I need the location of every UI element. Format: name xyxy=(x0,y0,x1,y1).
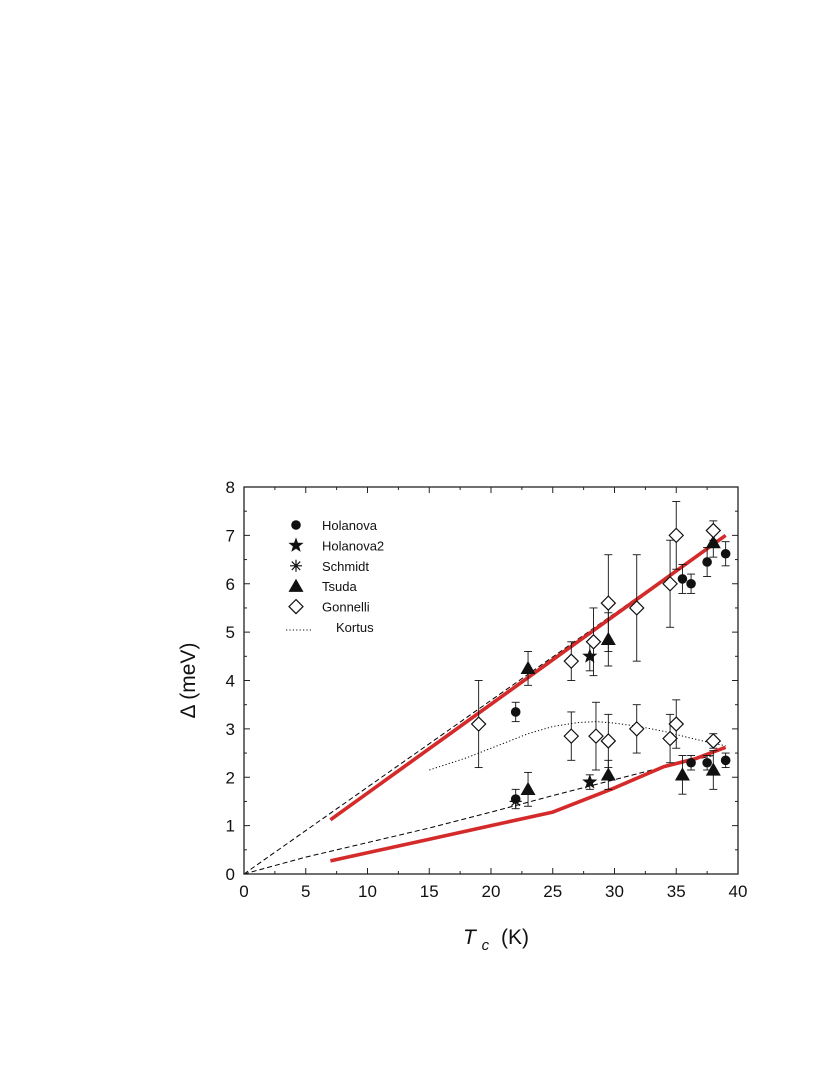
legend-marker xyxy=(288,598,304,615)
data-point-tsuda xyxy=(674,767,690,781)
data-point-gonnelli xyxy=(705,733,722,749)
data-point-holanova xyxy=(686,757,696,768)
series-holanova xyxy=(510,541,731,810)
x-tick-label: 0 xyxy=(239,882,248,901)
data-point-schmidt xyxy=(509,795,522,808)
data-point-gonnelli xyxy=(563,653,580,669)
x-axis-label-unit: (K) xyxy=(501,926,529,949)
x-axis-label: T c (K) xyxy=(463,926,529,955)
y-tick-label: 3 xyxy=(226,720,235,739)
data-point-tsuda xyxy=(520,660,536,675)
data-point-tsuda xyxy=(600,767,616,781)
legend-marker xyxy=(288,537,304,552)
data-point-gonnelli xyxy=(585,633,602,650)
data-point-holanova xyxy=(677,574,688,584)
legend-label: Schmidt xyxy=(322,559,369,574)
y-tick-label: 6 xyxy=(226,575,235,594)
data-point-holanova xyxy=(702,757,712,768)
legend-label: Holanova xyxy=(322,518,378,533)
data-point-holanova xyxy=(686,578,696,589)
x-tick-label: 20 xyxy=(482,882,501,901)
legend-marker xyxy=(291,520,301,530)
data-point-holanova2 xyxy=(582,648,598,663)
plot-area xyxy=(243,501,731,875)
y-tick-label: 4 xyxy=(226,672,235,691)
data-point-tsuda xyxy=(520,781,536,795)
series-gonnelli xyxy=(470,501,722,771)
y-tick-label: 8 xyxy=(226,478,235,497)
data-point-gonnelli xyxy=(563,728,580,744)
data-point-tsuda xyxy=(705,535,721,549)
data-point-gonnelli xyxy=(628,721,645,737)
data-point-holanova xyxy=(720,548,731,559)
data-point-tsuda xyxy=(705,762,721,776)
data-point-gonnelli xyxy=(628,600,645,616)
legend-marker xyxy=(290,559,302,572)
data-point-gonnelli xyxy=(662,575,678,592)
x-tick-label: 35 xyxy=(667,882,686,901)
y-axis-label: Δ (meV) xyxy=(177,643,200,719)
series-schmidt xyxy=(509,795,522,808)
data-point-holanova2 xyxy=(582,774,598,789)
y-tick-label: 5 xyxy=(226,623,235,642)
legend-label: Holanova2 xyxy=(322,538,384,553)
axes: 0 5 10 15 20 25 30 35 40 0 1 2 3 4 5 6 7 8 xyxy=(226,478,748,901)
legend-label: Gonnelli xyxy=(322,600,370,615)
x-tick-label: 10 xyxy=(358,882,377,901)
y-tick-label: 0 xyxy=(226,865,235,884)
data-point-gonnelli xyxy=(705,522,722,539)
legend: Holanova Holanova2 Schmidt Tsuda Gonnelli Kor… xyxy=(286,518,384,635)
plot-frame xyxy=(243,486,739,875)
x-axis-label-sub: c xyxy=(482,937,490,954)
data-point-gonnelli xyxy=(588,728,604,744)
legend-label: Kortus xyxy=(336,620,374,635)
guide-curve xyxy=(243,755,714,875)
y-tick-label: 2 xyxy=(226,768,235,787)
x-axis-label-main: T xyxy=(463,926,478,949)
data-point-holanova xyxy=(510,707,521,717)
x-tick-label: 30 xyxy=(605,882,624,901)
x-tick-label: 15 xyxy=(420,882,439,901)
data-point-gonnelli xyxy=(600,595,617,611)
data-point-holanova xyxy=(702,557,712,567)
x-tick-label: 5 xyxy=(301,882,310,901)
data-point-gonnelli xyxy=(470,716,487,732)
legend-label: Tsuda xyxy=(322,579,357,594)
y-tick-label: 7 xyxy=(226,526,235,545)
data-point-gonnelli xyxy=(600,733,617,749)
x-tick-label: 40 xyxy=(729,882,748,901)
legend-marker xyxy=(288,578,304,592)
y-tick-label: 1 xyxy=(226,817,235,836)
x-tick-label: 25 xyxy=(543,882,562,901)
data-point-gonnelli xyxy=(668,527,685,544)
series-holanova2 xyxy=(582,641,598,790)
data-point-holanova xyxy=(720,755,731,766)
data-point-gonnelli xyxy=(662,730,678,747)
data-point-gonnelli xyxy=(668,716,685,732)
